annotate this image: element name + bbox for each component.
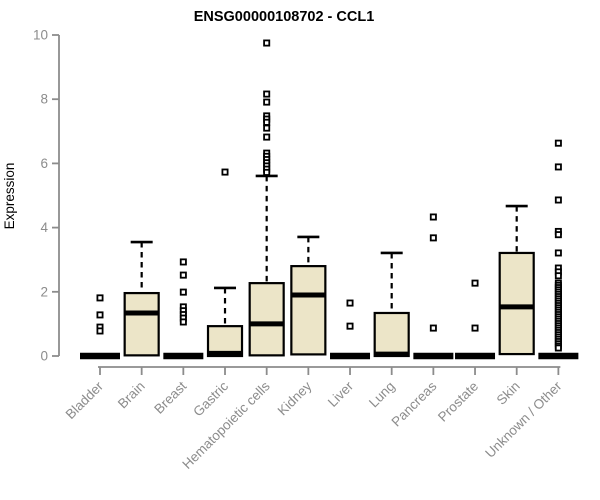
- box-brain: [123, 291, 160, 357]
- x-tick-label-kidney: Kidney: [275, 378, 315, 418]
- collapsed-box-pancreas: [413, 352, 454, 360]
- x-tick-label-lung: Lung: [366, 379, 398, 411]
- outlier-bladder: [96, 327, 104, 335]
- outlier-bladder: [96, 294, 104, 302]
- outlier-unknown-other: [554, 139, 562, 147]
- outlier-liver: [346, 322, 354, 330]
- y-tick-label-4: 4: [40, 220, 48, 235]
- box-hematopoietic-cells: [248, 282, 285, 357]
- x-tick-label-breast: Breast: [151, 378, 189, 416]
- y-tick-label-6: 6: [40, 156, 48, 171]
- outlier-breast: [179, 271, 187, 279]
- outlier-breast: [179, 258, 187, 266]
- outlier-hematopoietic-cells: [263, 133, 271, 141]
- y-tick-label-10: 10: [33, 28, 48, 43]
- outlier-prostate: [471, 279, 479, 287]
- outlier-hematopoietic-cells: [263, 98, 271, 106]
- y-axis-title: Expression: [2, 163, 17, 230]
- outlier-hematopoietic-cells: [263, 168, 271, 176]
- outlier-prostate: [471, 324, 479, 332]
- chart-title: ENSG00000108702 - CCL1: [194, 9, 375, 25]
- collapsed-box-liver: [330, 352, 371, 360]
- collapsed-box-bladder: [80, 352, 120, 360]
- outlier-hematopoietic-cells: [263, 90, 271, 98]
- outlier-pancreas: [429, 213, 437, 221]
- y-tick-label-2: 2: [40, 284, 48, 299]
- collapsed-box-breast: [163, 352, 204, 360]
- outlier-hematopoietic-cells: [263, 39, 271, 47]
- x-tick-label-liver: Liver: [325, 378, 357, 410]
- box-lung: [373, 311, 410, 358]
- outlier-hematopoietic-cells: [263, 118, 271, 126]
- outlier-unknown-other: [554, 344, 562, 352]
- outlier-bladder: [96, 311, 104, 319]
- y-tick-label-8: 8: [40, 92, 48, 107]
- x-tick-label-pancreas: Pancreas: [389, 378, 440, 429]
- outlier-breast: [179, 318, 187, 326]
- outlier-unknown-other: [554, 249, 562, 257]
- outlier-unknown-other: [554, 231, 562, 239]
- x-tick-label-skin: Skin: [494, 379, 523, 408]
- x-tick-label-bladder: Bladder: [63, 378, 107, 422]
- collapsed-box-unknown-other: [538, 352, 579, 360]
- outlier-hematopoietic-cells: [263, 124, 271, 132]
- box-skin: [498, 251, 535, 356]
- outlier-pancreas: [429, 234, 437, 242]
- outlier-unknown-other: [554, 196, 562, 204]
- box-kidney: [290, 265, 327, 356]
- outlier-unknown-other: [554, 163, 562, 171]
- y-tick-label-0: 0: [40, 349, 48, 364]
- x-tick-label-brain: Brain: [115, 379, 148, 412]
- x-tick-label-prostate: Prostate: [435, 379, 481, 425]
- x-tick-label-gastric: Gastric: [190, 378, 231, 419]
- x-tick-label-unknown-other: Unknown / Other: [482, 378, 565, 461]
- collapsed-box-prostate: [455, 352, 496, 360]
- outlier-pancreas: [429, 324, 437, 332]
- outlier-gastric: [221, 168, 229, 176]
- outlier-unknown-other: [554, 272, 562, 280]
- outlier-liver: [346, 299, 354, 307]
- outlier-breast: [179, 288, 187, 296]
